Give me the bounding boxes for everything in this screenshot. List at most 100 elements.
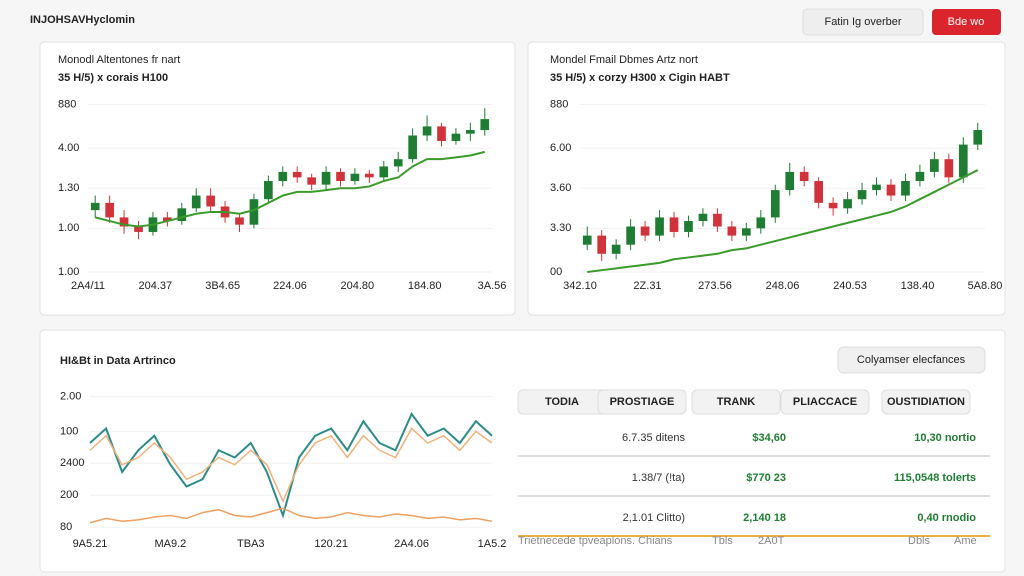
candle-body (365, 173, 374, 178)
table-cell: 1.38/7 (!ta) (632, 472, 685, 484)
x-tick-label: 5A8.80 (968, 280, 1003, 292)
candle-body (901, 181, 910, 196)
footer-note: Tbls (712, 535, 733, 547)
candle-body (307, 177, 316, 185)
line (587, 169, 979, 273)
candle-body (727, 226, 737, 236)
x-tick-label: 204.80 (341, 280, 375, 292)
candle-body (321, 171, 331, 185)
candle-body (872, 184, 881, 191)
y-tick-label: 6.00 (550, 142, 571, 154)
filter-button[interactable] (802, 8, 924, 36)
panel-title: 35 H/5) x corais H100 (58, 72, 168, 84)
candle-body (451, 133, 461, 141)
x-tick-label: 1A5.2 (478, 538, 507, 550)
footer-note: Trietnecede tpveaplons. Chians (518, 535, 673, 547)
candle-body (655, 217, 664, 236)
candle-body (828, 202, 838, 209)
candle-body (958, 144, 968, 178)
candle-body (350, 173, 360, 181)
candle-body (684, 221, 693, 232)
candle-body (915, 171, 925, 181)
candle-body (466, 130, 475, 134)
y-tick-label: 1.00 (58, 222, 79, 234)
columns-button-label[interactable]: Colyamser elecfances (857, 354, 966, 366)
table-cell: 0,40 rnodio (917, 512, 976, 524)
candle-body (264, 181, 273, 200)
footer-note: Dbls (908, 535, 931, 547)
candle-body (973, 130, 983, 145)
candle-body (770, 190, 780, 218)
candle-body (119, 217, 129, 227)
panel (39, 41, 516, 316)
x-tick-label: 120.21 (314, 538, 348, 550)
column-header-label[interactable]: TODIA (545, 396, 579, 408)
x-tick-label: 2Z.31 (633, 280, 661, 292)
x-tick-label: 240.53 (833, 280, 867, 292)
candle-body (292, 171, 302, 178)
table-cell: $34,60 (752, 432, 786, 444)
table-cell: 115,0548 tolerts (894, 472, 976, 484)
candle-body (857, 190, 867, 200)
x-tick-label: 138.40 (901, 280, 935, 292)
table-cell: 2,140 18 (743, 512, 786, 524)
column-header-label[interactable]: OUSTIDIATION (887, 396, 965, 408)
y-tick-label: 1.00 (58, 266, 79, 278)
line (89, 507, 493, 524)
y-tick-label: 00 (550, 266, 562, 278)
candle-body (930, 159, 939, 172)
candle-body (393, 159, 403, 167)
y-tick-label: 80 (60, 521, 72, 533)
candle-body (90, 202, 100, 211)
candle-body (611, 244, 621, 254)
y-tick-label: 3.60 (550, 182, 571, 194)
table-cell: 6.7.35 ditens (622, 432, 685, 444)
column-header-label[interactable]: PLIACCACE (793, 396, 857, 408)
y-tick-label: 880 (550, 98, 568, 110)
footer-note: Ame (954, 535, 977, 547)
candle-body (379, 166, 389, 178)
line (89, 412, 493, 519)
candle-body (944, 159, 954, 178)
primary-button[interactable] (932, 9, 1001, 35)
y-tick-label: 4.00 (58, 142, 79, 154)
x-tick-label: 3B4.65 (205, 280, 240, 292)
candle-body (742, 228, 751, 236)
panel-subtitle: Monodl Altentones fr nart (58, 54, 180, 66)
column-header-label[interactable]: TRANK (717, 396, 756, 408)
x-tick-label: 9A5.21 (73, 538, 108, 550)
y-tick-label: 2.00 (60, 391, 81, 403)
line (94, 150, 486, 228)
table-cell: 2,1.01 Clitto) (623, 512, 685, 524)
column-header[interactable] (780, 389, 870, 415)
footer-note: 2A0T (758, 535, 785, 547)
y-tick-label: 880 (58, 98, 76, 110)
x-tick-label: 248.06 (766, 280, 800, 292)
column-header[interactable] (691, 389, 781, 415)
candle-body (336, 171, 345, 181)
x-tick-label: 2A4.06 (394, 538, 429, 550)
column-header[interactable] (597, 389, 687, 415)
filter-button-label[interactable]: Fatin Ig overber (824, 16, 901, 28)
candle-body (235, 217, 244, 225)
x-tick-label: TBA3 (237, 538, 265, 550)
x-tick-label: 204.37 (139, 280, 173, 292)
candle-body (422, 126, 432, 136)
columns-button[interactable] (837, 346, 986, 374)
y-tick-label: 2400 (60, 457, 84, 469)
candle-body (886, 184, 896, 196)
candle-body (597, 235, 607, 254)
candle-body (206, 195, 215, 207)
candle-body (480, 119, 490, 131)
primary-button-label[interactable]: Bde wo (948, 16, 985, 28)
x-tick-label: 273.56 (698, 280, 732, 292)
panel-subtitle: Mondel Fmail Dbmes Artz nort (550, 54, 698, 66)
candle-body (799, 171, 809, 181)
candle-body (582, 235, 592, 245)
candle-body (278, 171, 288, 181)
column-header-label[interactable]: PROSTIAGE (610, 396, 675, 408)
candle-body (640, 226, 650, 236)
table-cell: 10,30 nortio (914, 432, 976, 444)
column-header[interactable] (881, 389, 971, 415)
